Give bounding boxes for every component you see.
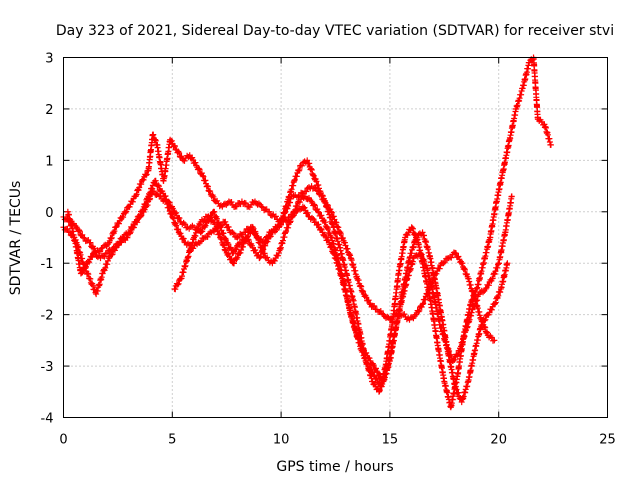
y-tick-label: -1 xyxy=(41,257,54,272)
x-tick-label: 15 xyxy=(382,433,399,448)
y-axis-label: SDTVAR / TECUs xyxy=(8,181,24,296)
y-tick-label: 2 xyxy=(45,103,53,118)
series-track-1 xyxy=(60,54,554,411)
series-markers xyxy=(65,188,515,390)
x-tick-label: 0 xyxy=(59,433,67,448)
chart-title: Day 323 of 2021, Sidereal Day-to-day VTE… xyxy=(56,23,614,39)
x-tick-label: 10 xyxy=(273,433,290,448)
y-tick-label: 3 xyxy=(45,52,53,67)
plot-area xyxy=(60,54,554,411)
x-axis-label: GPS time / hours xyxy=(276,459,393,475)
series-track-4 xyxy=(171,193,511,406)
y-tick-label: 1 xyxy=(45,154,53,169)
plot-frame xyxy=(63,57,608,418)
x-tick-label: 25 xyxy=(599,433,616,448)
series-markers xyxy=(172,193,510,403)
x-tick-label: 5 xyxy=(168,433,176,448)
y-tick-label: -2 xyxy=(41,309,54,324)
y-tick-label: 0 xyxy=(45,206,53,221)
x-tick-label: 20 xyxy=(490,433,507,448)
y-tick-label: -4 xyxy=(41,412,54,427)
y-tick-label: -3 xyxy=(41,360,54,375)
